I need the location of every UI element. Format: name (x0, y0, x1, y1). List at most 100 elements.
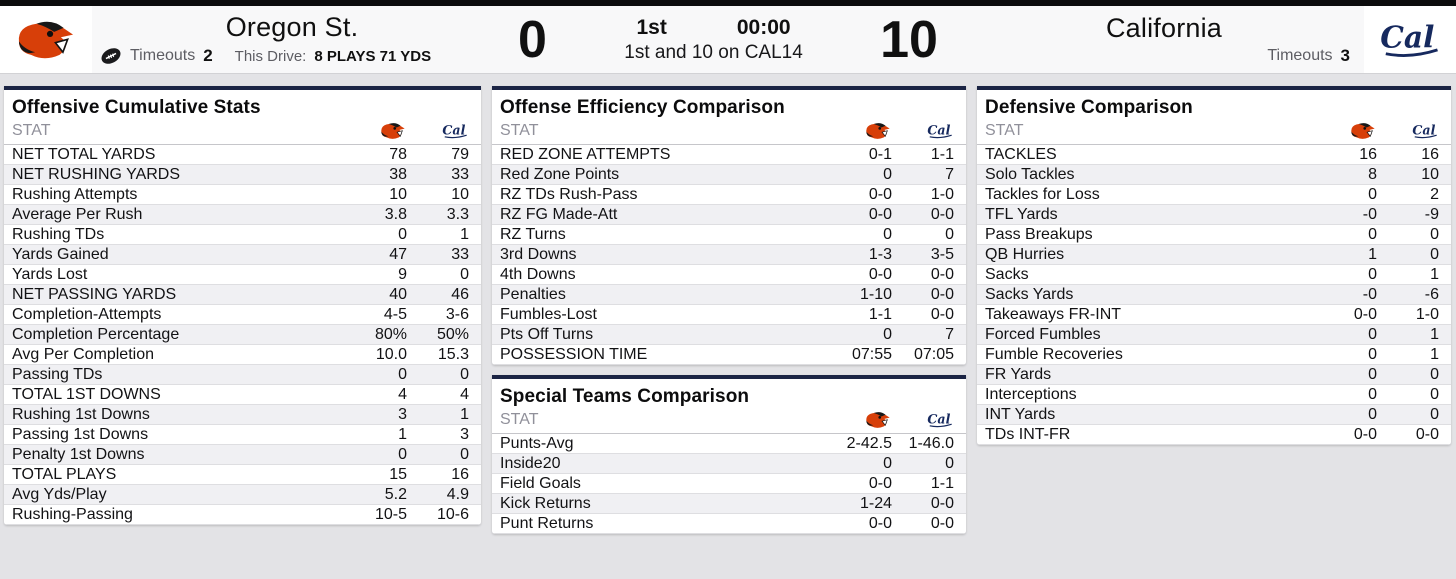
away-value: 0-0 (900, 513, 966, 534)
panel-defensive-comparison: Defensive Comparison STAT TACKLES 16 16 Sol… (977, 86, 1451, 445)
stat-label: RZ FG Made-Att (492, 204, 834, 225)
home-value: 4 (349, 384, 415, 405)
home-column-header (349, 120, 415, 145)
table-row: Tackles for Loss 0 2 (977, 184, 1451, 205)
stat-column-header: STAT (492, 120, 834, 145)
table-row: Field Goals 0-0 1-1 (492, 473, 966, 494)
table-row: 3rd Downs 1-3 3-5 (492, 244, 966, 265)
table-header-row: STAT (492, 409, 966, 434)
defensive-table: STAT TACKLES 16 16 Solo Tackles 8 10 Tackles f… (977, 120, 1451, 445)
stat-label: Rushing Attempts (4, 184, 349, 205)
stat-label: NET RUSHING YARDS (4, 164, 349, 185)
stat-label: Passing TDs (4, 364, 349, 385)
away-value: 0 (1385, 384, 1451, 405)
home-value: 4-5 (349, 304, 415, 325)
table-row: FR Yards 0 0 (977, 364, 1451, 385)
stat-label: Rushing 1st Downs (4, 404, 349, 425)
table-row: RED ZONE ATTEMPTS 0-1 1-1 (492, 144, 966, 165)
home-team-name: Oregon St. (225, 12, 359, 42)
home-value: 8 (1319, 164, 1385, 185)
table-row: Kick Returns 1-24 0-0 (492, 493, 966, 514)
down-and-distance: 1st and 10 on CAL14 (624, 41, 803, 63)
away-score: 10 (880, 10, 938, 69)
stat-label: Kick Returns (492, 493, 834, 514)
stat-label: Average Per Rush (4, 204, 349, 225)
stat-label: FR Yards (977, 364, 1319, 385)
oregon-state-logo-icon (379, 120, 407, 142)
stat-label: Avg Yds/Play (4, 484, 349, 505)
home-value: 0 (1319, 324, 1385, 345)
away-value: 0-0 (900, 493, 966, 514)
away-value: 16 (415, 464, 481, 485)
panel-title: Defensive Comparison (985, 97, 1193, 118)
away-column-header (415, 120, 481, 145)
offense-efficiency-table: STAT RED ZONE ATTEMPTS 0-1 1-1 Red Zone Poi… (492, 120, 966, 365)
home-value: 0 (1319, 184, 1385, 205)
stat-label: Rushing TDs (4, 224, 349, 245)
home-value: 38 (349, 164, 415, 185)
stat-label: Forced Fumbles (977, 324, 1319, 345)
away-value: 10 (1385, 164, 1451, 185)
stat-label: Penalty 1st Downs (4, 444, 349, 465)
stat-label: RED ZONE ATTEMPTS (492, 144, 834, 165)
stat-column-header: STAT (492, 409, 834, 434)
away-timeouts-label: Timeouts (1267, 47, 1333, 64)
away-value: 0 (1385, 224, 1451, 245)
stat-label: Avg Per Completion (4, 344, 349, 365)
table-header-row: STAT (4, 120, 481, 145)
table-row: NET RUSHING YARDS 38 33 (4, 164, 481, 185)
table-row: Average Per Rush 3.8 3.3 (4, 204, 481, 225)
home-value: 1-1 (834, 304, 900, 325)
home-value: 0-0 (1319, 424, 1385, 445)
drive-value: 8 PLAYS 71 YDS (314, 47, 432, 65)
stat-label: Punts-Avg (492, 433, 834, 454)
away-value: 2 (1385, 184, 1451, 205)
stat-label: Solo Tackles (977, 164, 1319, 185)
table-row: RZ FG Made-Att 0-0 0-0 (492, 204, 966, 225)
away-team-name: California (1105, 13, 1223, 43)
home-value: 0 (349, 364, 415, 385)
home-value: 0-0 (1319, 304, 1385, 325)
table-row: Fumble Recoveries 0 1 (977, 344, 1451, 365)
stat-label: Pts Off Turns (492, 324, 834, 345)
away-value: 7 (900, 324, 966, 345)
table-row: Forced Fumbles 0 1 (977, 324, 1451, 345)
home-value: 0 (349, 444, 415, 465)
away-value: 3.3 (415, 204, 481, 225)
scoreboard-center: 0 1st 00:00 1st and 10 on CAL14 10 (492, 6, 964, 73)
away-value: 1 (415, 224, 481, 245)
table-row: Sacks Yards -0 -6 (977, 284, 1451, 305)
away-value: 1-1 (900, 473, 966, 494)
cal-logo-icon (926, 120, 954, 142)
away-value: 0-0 (900, 204, 966, 225)
stat-label: Yards Gained (4, 244, 349, 265)
away-value: 0-0 (900, 264, 966, 285)
home-value: 1-10 (834, 284, 900, 305)
oregon-state-logo-icon (13, 17, 79, 63)
stat-label: Yards Lost (4, 264, 349, 285)
panel-special-teams-comparison: Special Teams Comparison STAT Punts-Avg 2… (492, 375, 966, 534)
table-row: Yards Gained 47 33 (4, 244, 481, 265)
away-value: 0 (1385, 404, 1451, 425)
table-row: Rushing-Passing 10-5 10-6 (4, 504, 481, 525)
cal-logo-icon (926, 409, 954, 431)
table-row: Completion-Attempts 4-5 3-6 (4, 304, 481, 325)
oregon-state-logo-icon (864, 409, 892, 431)
table-row: Yards Lost 9 0 (4, 264, 481, 285)
home-timeouts-count: 2 (203, 46, 213, 65)
away-value: 10 (415, 184, 481, 205)
away-column-header (900, 409, 966, 434)
cal-logo-icon (441, 120, 469, 142)
stat-label: Pass Breakups (977, 224, 1319, 245)
home-value: 16 (1319, 144, 1385, 165)
away-column-header (1385, 120, 1451, 145)
home-value: 10 (349, 184, 415, 205)
table-row: Passing 1st Downs 1 3 (4, 424, 481, 445)
table-row: Inside20 0 0 (492, 453, 966, 474)
stat-label: NET PASSING YARDS (4, 284, 349, 305)
home-value: 0 (834, 164, 900, 185)
panel-title: Special Teams Comparison (500, 386, 750, 407)
stat-label: Passing 1st Downs (4, 424, 349, 445)
away-value: 1-1 (900, 144, 966, 165)
home-value: 1 (349, 424, 415, 445)
